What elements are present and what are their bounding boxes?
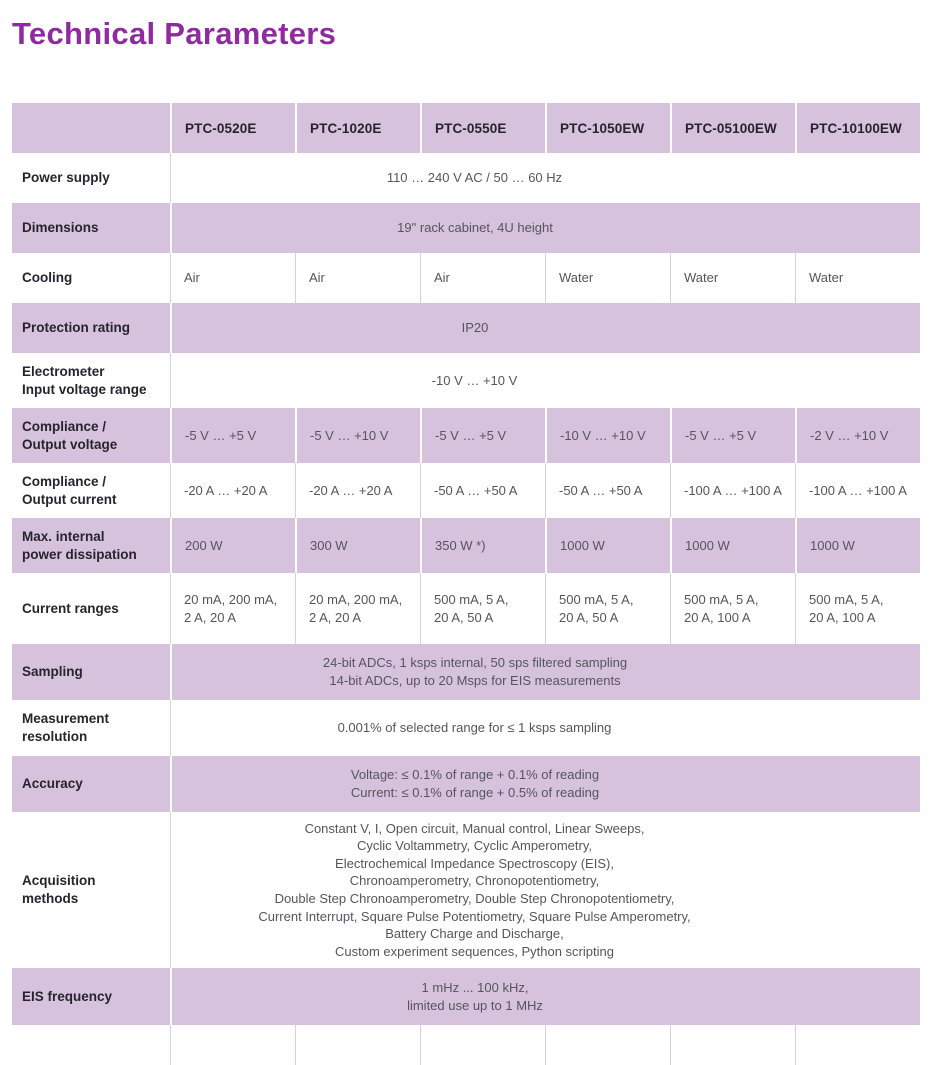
table-row-compliance-output-voltage: Compliance / Output voltage -5 V … +5 V … xyxy=(12,408,920,463)
cell-output-current-5: -100 A … +100 A xyxy=(670,463,795,518)
table-row-compliance-output-current: Compliance / Output current -20 A … +20 … xyxy=(12,463,920,518)
cell-acquisition-methods: Constant V, I, Open circuit, Manual cont… xyxy=(170,812,920,968)
column-header-ptc-0520e: PTC-0520E xyxy=(170,103,295,153)
column-header-ptc-10100ew: PTC-10100EW xyxy=(795,103,920,153)
cell-output-current-3: -50 A … +50 A xyxy=(420,463,545,518)
table-row-current-ranges: Current ranges 20 mA, 200 mA, 2 A, 20 A … xyxy=(12,573,920,644)
table-row-sampling: Sampling 24-bit ADCs, 1 ksps internal, 5… xyxy=(12,644,920,700)
column-header-ptc-1020e: PTC-1020E xyxy=(295,103,420,153)
column-header-ptc-0550e: PTC-0550E xyxy=(420,103,545,153)
cell-clipped-2 xyxy=(295,1025,420,1065)
cell-clipped-3 xyxy=(420,1025,545,1065)
table-row-cooling: Cooling Air Air Air Water Water Water xyxy=(12,253,920,303)
cell-accuracy: Voltage: ≤ 0.1% of range + 0.1% of readi… xyxy=(170,756,920,812)
cell-sampling: 24-bit ADCs, 1 ksps internal, 50 sps fil… xyxy=(170,644,920,700)
column-header-ptc-1050ew: PTC-1050EW xyxy=(545,103,670,153)
cell-output-voltage-3: -5 V … +5 V xyxy=(420,408,545,463)
cell-dimensions: 19" rack cabinet, 4U height xyxy=(170,203,920,253)
cell-cooling-2: Air xyxy=(295,253,420,303)
table-row-eis-frequency: EIS frequency 1 mHz ... 100 kHz, limited… xyxy=(12,968,920,1025)
technical-parameters-table: PTC-0520E PTC-1020E PTC-0550E PTC-1050EW… xyxy=(12,103,920,1065)
page-title: Technical Parameters xyxy=(12,16,337,51)
cell-protection-rating: IP20 xyxy=(170,303,920,353)
column-header-ptc-05100ew: PTC-05100EW xyxy=(670,103,795,153)
row-label-cooling: Cooling xyxy=(12,253,170,303)
table-row-dimensions: Dimensions 19" rack cabinet, 4U height xyxy=(12,203,920,253)
cell-measurement-resolution: 0.001% of selected range for ≤ 1 ksps sa… xyxy=(170,700,920,756)
cell-power-supply: 110 … 240 V AC / 50 … 60 Hz xyxy=(170,153,920,203)
cell-clipped-5 xyxy=(670,1025,795,1065)
row-label-dimensions: Dimensions xyxy=(12,203,170,253)
cell-power-dissipation-1: 200 W xyxy=(170,518,295,573)
cell-power-dissipation-5: 1000 W xyxy=(670,518,795,573)
row-label-compliance-output-voltage: Compliance / Output voltage xyxy=(12,408,170,463)
cell-current-ranges-2: 20 mA, 200 mA, 2 A, 20 A xyxy=(295,573,420,644)
cell-output-voltage-4: -10 V … +10 V xyxy=(545,408,670,463)
table-row-acquisition-methods: Acquisition methods Constant V, I, Open … xyxy=(12,812,920,968)
cell-electrometer-input-voltage-range: -10 V … +10 V xyxy=(170,353,920,408)
cell-output-current-6: -100 A … +100 A xyxy=(795,463,920,518)
cell-output-voltage-1: -5 V … +5 V xyxy=(170,408,295,463)
cell-clipped-4 xyxy=(545,1025,670,1065)
table-row-electrometer-input-voltage-range: Electrometer Input voltage range -10 V …… xyxy=(12,353,920,408)
cell-output-voltage-6: -2 V … +10 V xyxy=(795,408,920,463)
cell-power-dissipation-2: 300 W xyxy=(295,518,420,573)
cell-current-ranges-6: 500 mA, 5 A, 20 A, 100 A xyxy=(795,573,920,644)
cell-output-current-2: -20 A … +20 A xyxy=(295,463,420,518)
row-label-sampling: Sampling xyxy=(12,644,170,700)
cell-power-dissipation-6: 1000 W xyxy=(795,518,920,573)
row-label-power-supply: Power supply xyxy=(12,153,170,203)
cell-current-ranges-1: 20 mA, 200 mA, 2 A, 20 A xyxy=(170,573,295,644)
row-label-current-ranges: Current ranges xyxy=(12,573,170,644)
cell-current-ranges-3: 500 mA, 5 A, 20 A, 50 A xyxy=(420,573,545,644)
cell-clipped-6 xyxy=(795,1025,920,1065)
table-row-protection-rating: Protection rating IP20 xyxy=(12,303,920,353)
cell-current-ranges-4: 500 mA, 5 A, 20 A, 50 A xyxy=(545,573,670,644)
cell-current-ranges-5: 500 mA, 5 A, 20 A, 100 A xyxy=(670,573,795,644)
table-row-max-internal-power-dissipation: Max. internal power dissipation 200 W 30… xyxy=(12,518,920,573)
cell-cooling-1: Air xyxy=(170,253,295,303)
table-row-clipped xyxy=(12,1025,920,1065)
cell-output-current-4: -50 A … +50 A xyxy=(545,463,670,518)
cell-clipped-1 xyxy=(170,1025,295,1065)
row-label-eis-frequency: EIS frequency xyxy=(12,968,170,1025)
row-label-protection-rating: Protection rating xyxy=(12,303,170,353)
row-label-max-internal-power-dissipation: Max. internal power dissipation xyxy=(12,518,170,573)
cell-power-dissipation-4: 1000 W xyxy=(545,518,670,573)
cell-power-dissipation-3: 350 W *) xyxy=(420,518,545,573)
cell-output-current-1: -20 A … +20 A xyxy=(170,463,295,518)
cell-cooling-6: Water xyxy=(795,253,920,303)
table-row-measurement-resolution: Measurement resolution 0.001% of selecte… xyxy=(12,700,920,756)
table-header-row: PTC-0520E PTC-1020E PTC-0550E PTC-1050EW… xyxy=(12,103,920,153)
cell-cooling-5: Water xyxy=(670,253,795,303)
cell-cooling-4: Water xyxy=(545,253,670,303)
table-row-accuracy: Accuracy Voltage: ≤ 0.1% of range + 0.1%… xyxy=(12,756,920,812)
table-row-power-supply: Power supply 110 … 240 V AC / 50 … 60 Hz xyxy=(12,153,920,203)
header-corner-cell xyxy=(12,103,170,153)
cell-output-voltage-5: -5 V … +5 V xyxy=(670,408,795,463)
row-label-measurement-resolution: Measurement resolution xyxy=(12,700,170,756)
cell-output-voltage-2: -5 V … +10 V xyxy=(295,408,420,463)
row-label-clipped xyxy=(12,1025,170,1065)
row-label-accuracy: Accuracy xyxy=(12,756,170,812)
row-label-compliance-output-current: Compliance / Output current xyxy=(12,463,170,518)
cell-cooling-3: Air xyxy=(420,253,545,303)
cell-eis-frequency: 1 mHz ... 100 kHz, limited use up to 1 M… xyxy=(170,968,920,1025)
row-label-acquisition-methods: Acquisition methods xyxy=(12,812,170,968)
row-label-electrometer-input-voltage-range: Electrometer Input voltage range xyxy=(12,353,170,408)
